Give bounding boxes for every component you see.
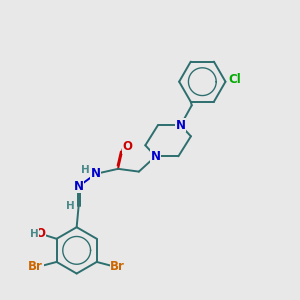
- Text: Cl: Cl: [229, 73, 242, 86]
- Text: H: H: [66, 201, 74, 212]
- Text: Br: Br: [28, 260, 43, 274]
- Text: H: H: [81, 165, 89, 175]
- Text: N: N: [91, 167, 101, 180]
- Text: O: O: [35, 227, 45, 240]
- Text: N: N: [176, 119, 186, 132]
- Text: Br: Br: [110, 260, 125, 274]
- Text: N: N: [151, 150, 160, 163]
- Text: N: N: [74, 180, 84, 193]
- Text: O: O: [123, 140, 133, 153]
- Text: H: H: [30, 229, 39, 239]
